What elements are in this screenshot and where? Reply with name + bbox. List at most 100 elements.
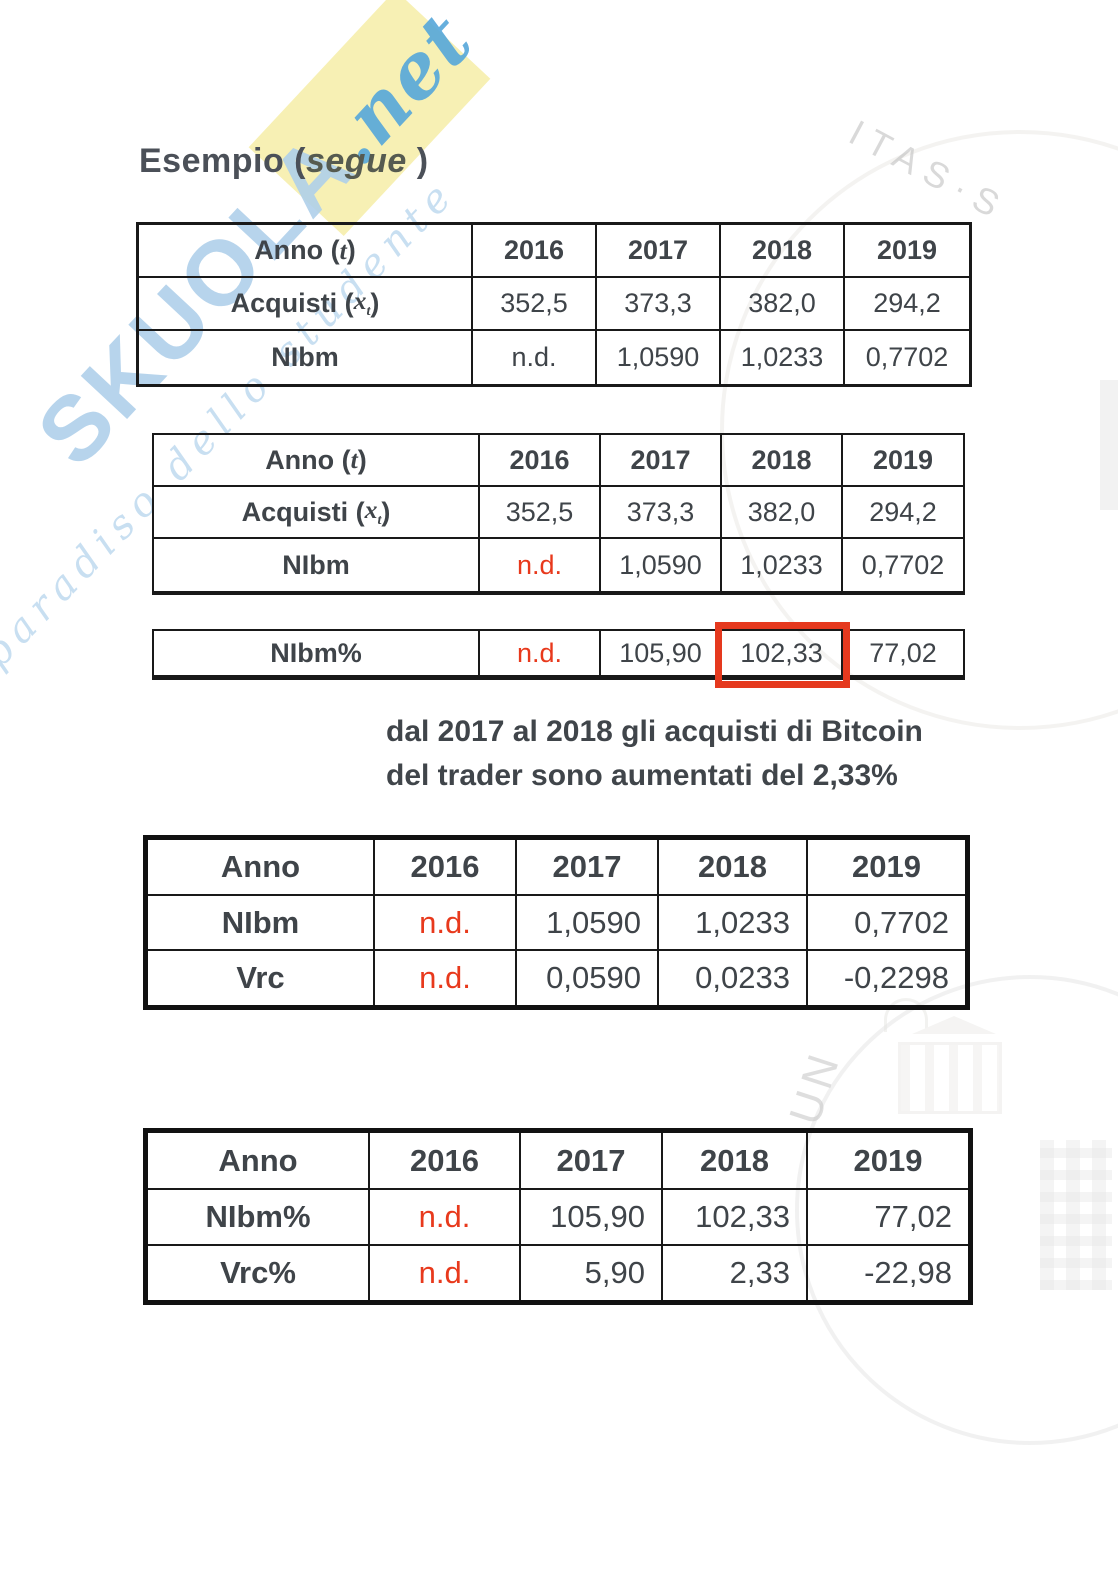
table-cell: -22,98 [864, 1255, 952, 1290]
table-cell: 352,5 [480, 487, 601, 539]
caption-line-1: dal 2017 al 2018 gli acquisti di Bitcoin [386, 715, 923, 748]
table-anno-acquisti-nibm: Anno ( t ) 2016 2017 2018 2019 Acquisti … [136, 222, 972, 387]
t3-label-nibm-pct: NIbm% [154, 631, 480, 675]
table-cell: 373,3 [597, 278, 721, 331]
table-cell: 1,0590 [601, 539, 722, 591]
t5-label-vrc-pct: Vrc% [148, 1246, 370, 1300]
t1-year-header: 2017 [597, 225, 721, 278]
label-text: ) [381, 496, 391, 527]
math-var-x: xt [354, 286, 371, 320]
table-cell: 294,2 [845, 278, 969, 331]
table-nibm-pct-vrc-pct: Anno 2016 2017 2018 2019 NIbm% n.d. 105,… [143, 1128, 973, 1305]
table-cell: 294,2 [843, 487, 963, 539]
missing-value-cell: n.d. [480, 539, 601, 591]
table-cell: 1,0590 [517, 896, 659, 951]
label-text: ) [357, 444, 367, 475]
table-cell: 2,33 [663, 1246, 808, 1300]
t2-label-acquisti: Acquisti ( xt ) [154, 487, 480, 539]
t4-year-header: 2019 [808, 840, 965, 896]
t1-label-nibm: NIbm [139, 331, 473, 384]
label-text: Acquisti ( [230, 288, 354, 318]
table-cell: 105,90 [521, 1190, 663, 1246]
t5-header-anno: Anno [148, 1133, 370, 1190]
table-cell: 0,7702 [865, 342, 949, 372]
t4-header-anno: Anno [148, 840, 375, 896]
title-pre: Esempio ( [139, 142, 306, 180]
page-title: Esempio (segue ) [139, 142, 429, 181]
table-nibm-percent: NIbm% n.d. 105,90 102,33 77,02 [152, 622, 965, 688]
label-text: ) [370, 288, 380, 318]
table-cell: 0,0233 [659, 951, 808, 1005]
math-var-x: xt [365, 495, 382, 529]
t4-year-header: 2018 [659, 840, 808, 896]
label-text: Anno ( [254, 235, 340, 265]
math-var-t: t [350, 445, 358, 474]
table-cell: 1,0233 [722, 539, 843, 591]
t4-label-nibm: NIbm [148, 896, 375, 951]
table-cell: 0,0590 [517, 951, 659, 1005]
building-columns-icon [898, 1042, 1002, 1114]
table-anno-acquisti-nibm-red-nd: Anno ( t ) 2016 2017 2018 2019 Acquisti … [152, 433, 965, 595]
t2-year-header: 2016 [480, 435, 601, 487]
table-cell: 1,0590 [597, 331, 721, 384]
table-cell: 1,0233 [659, 896, 808, 951]
building-pediment-icon [912, 1016, 996, 1034]
table-cell: 102,33 [663, 1190, 808, 1246]
math-sub-t: t [366, 303, 371, 320]
missing-value-cell: n.d. [370, 1190, 521, 1246]
table-cell: 382,0 [721, 278, 845, 331]
t5-year-header: 2018 [663, 1133, 808, 1190]
table-cell: 352,5 [473, 278, 597, 331]
table-cell: 77,02 [869, 637, 937, 668]
table-cell: 373,3 [601, 487, 722, 539]
t4-year-header: 2016 [375, 840, 517, 896]
t2-year-header: 2018 [722, 435, 843, 487]
highlighted-value-cell: 102,33 [722, 631, 843, 675]
t5-label-nibm-pct: NIbm% [148, 1190, 370, 1246]
faint-building-sketch [878, 998, 1008, 1138]
t4-label-vrc: Vrc [148, 951, 375, 1005]
title-italic: segue [305, 142, 407, 180]
missing-value-cell: n.d. [480, 631, 601, 675]
table-cell: 105,90 [601, 631, 722, 675]
t2-label-nibm: NIbm [154, 539, 480, 591]
missing-value-cell: n.d. [375, 896, 517, 951]
t1-label-anno: Anno ( t ) [139, 225, 473, 278]
t5-year-header: 2016 [370, 1133, 521, 1190]
label-text: ) [346, 235, 356, 265]
t2-year-header: 2019 [843, 435, 963, 487]
label-text: Anno ( [265, 444, 351, 475]
t1-year-header: 2019 [845, 225, 969, 278]
label-text: Acquisti ( [241, 496, 365, 527]
table-cell: 0,7702 [861, 549, 945, 580]
t4-year-header: 2017 [517, 840, 659, 896]
table-cell: 382,0 [722, 487, 843, 539]
faint-edge-strip [1100, 380, 1118, 510]
faint-blocks-texture [1040, 1140, 1112, 1290]
table-cell: n.d. [473, 331, 597, 384]
t2-label-anno: Anno ( t ) [154, 435, 480, 487]
missing-value-cell: n.d. [375, 951, 517, 1005]
missing-value-cell: n.d. [370, 1246, 521, 1300]
table-cell: 1,0233 [721, 331, 845, 384]
math-sub-t: t [377, 512, 382, 529]
caption-text: dal 2017 al 2018 gli acquisti di Bitcoin… [386, 710, 923, 798]
table-cell: 5,90 [521, 1246, 663, 1300]
table-nibm-vrc: Anno 2016 2017 2018 2019 NIbm n.d. 1,059… [143, 835, 970, 1010]
table-cell: -0,2298 [843, 960, 949, 995]
t1-year-header: 2016 [473, 225, 597, 278]
title-post: ) [406, 142, 429, 180]
label-text: x [353, 286, 367, 316]
t5-year-header: 2017 [521, 1133, 663, 1190]
table-cell: 0,7702 [808, 896, 965, 951]
caption-line-2: del trader sono aumentati del 2,33% [386, 759, 898, 792]
t2-year-header: 2017 [601, 435, 722, 487]
building-dome-icon [884, 998, 928, 1032]
table-cell: 77,02 [808, 1190, 968, 1246]
t1-year-header: 2018 [721, 225, 845, 278]
label-text: x [364, 494, 378, 524]
math-var-t: t [339, 235, 347, 265]
t1-label-acquisti: Acquisti ( xt ) [139, 278, 473, 331]
